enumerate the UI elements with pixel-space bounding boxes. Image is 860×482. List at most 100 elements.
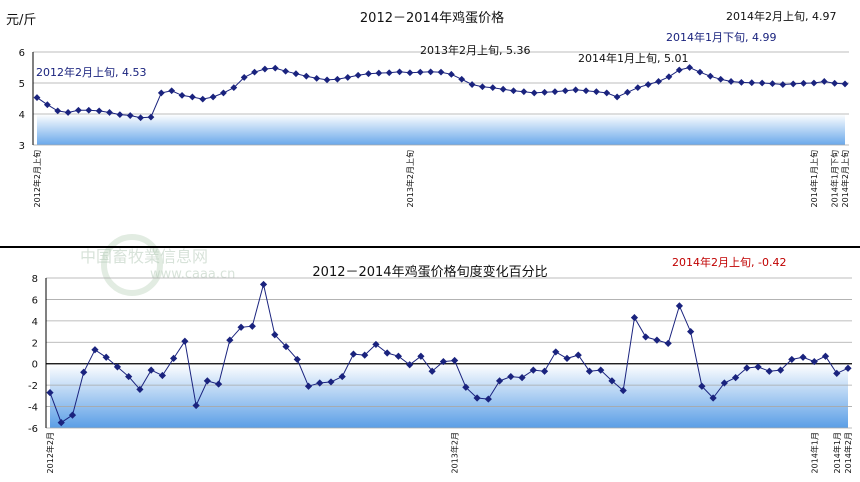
chart-0-annotation: 2012年2月上旬, 4.53 <box>36 65 146 79</box>
chart-1-point <box>102 353 110 361</box>
chart-0-point <box>686 64 694 71</box>
chart-0-point <box>178 92 186 99</box>
chart-0-point <box>137 114 144 122</box>
chart-0-point <box>510 87 517 95</box>
chart-1-point <box>675 302 684 310</box>
chart-1-point <box>709 394 717 402</box>
chart-0-point <box>344 74 352 81</box>
chart-1-point <box>642 333 650 341</box>
chart-0-point <box>624 88 631 96</box>
chart-top-ylabel: 元/斤 <box>6 13 36 28</box>
chart-0-point <box>43 101 51 109</box>
chart-1-point <box>451 356 459 365</box>
chart-0-point <box>406 69 414 77</box>
chart-1-point <box>574 351 582 359</box>
chart-1-point <box>237 323 245 331</box>
chart-1-point <box>248 322 256 330</box>
chart-1-point <box>720 379 728 387</box>
chart-1-point <box>608 377 616 385</box>
chart-0-point <box>271 64 279 72</box>
chart-0-point <box>603 89 611 97</box>
chart-1-point <box>687 327 695 336</box>
chart-0-point <box>33 94 41 101</box>
chart-1-ytick: -6 <box>28 424 38 435</box>
chart-1-point <box>698 382 706 390</box>
chart-0-point <box>209 93 217 101</box>
chart-0-point <box>458 75 466 83</box>
chart-0-point <box>810 79 818 87</box>
chart-0-ytick: 4 <box>19 110 25 121</box>
chart-0-point <box>592 88 600 96</box>
chart-1-point <box>495 377 504 385</box>
chart-1-ytick: 6 <box>32 295 38 306</box>
chart-1-band <box>50 363 848 428</box>
chart-1-point <box>125 372 133 381</box>
chart-0-point <box>292 70 300 78</box>
chart-1-point <box>754 363 762 371</box>
chart-0-point <box>385 69 393 77</box>
chart-0-point <box>157 89 165 97</box>
chart-1-point <box>147 366 155 374</box>
chart-0-point <box>613 93 621 101</box>
chart-0-point <box>675 66 683 74</box>
chart-0-point <box>665 73 673 81</box>
chart-1-point <box>271 331 279 339</box>
chart-1-point <box>113 363 122 371</box>
chart-0-point <box>126 112 134 119</box>
chart-0-point <box>706 72 714 80</box>
chart-1-point <box>214 380 223 388</box>
chart-1-point <box>181 337 189 345</box>
chart-0-point <box>416 68 424 76</box>
chart-1-xtick: 2013年2月 <box>450 432 460 473</box>
chart-1-ytick: 4 <box>32 317 38 328</box>
chart-0-point <box>188 93 196 101</box>
chart-1-point <box>338 372 346 381</box>
chart-1-point <box>619 386 627 395</box>
chart-0-point <box>427 68 435 76</box>
chart-0-point <box>85 106 93 114</box>
chart-1-point <box>57 419 65 427</box>
chart-1-point <box>226 336 234 344</box>
chart-0-point <box>396 68 403 76</box>
watermark-logo <box>101 234 163 296</box>
chart-0-point <box>769 80 776 88</box>
chart-0-xtick: 2013年2月上旬 <box>405 150 415 207</box>
chart-1-point <box>821 352 830 360</box>
chart-1-ytick: -4 <box>28 403 38 414</box>
chart-1-point <box>630 314 639 322</box>
chart-0-point <box>323 76 331 84</box>
chart-0-point <box>572 86 580 94</box>
chart-0-point <box>551 88 559 96</box>
chart-1-point <box>304 382 313 390</box>
chart-1-annotation: 2014年2月上旬, -0.42 <box>672 255 786 269</box>
chart-1-point <box>327 378 335 386</box>
chart-1-point <box>406 361 414 369</box>
chart-1-ytick: 0 <box>32 360 38 371</box>
chart-1-series-line <box>49 284 849 424</box>
chart-0-xtick: 2014年2月上旬 <box>840 150 850 207</box>
chart-0-point <box>334 75 341 83</box>
chart-0-point <box>841 80 849 88</box>
chart-bottom: 2012－2014年鸡蛋价格旬度变化百分比 -6 -4 -2 0 2 4 6 8 2012年2月… <box>28 255 853 473</box>
chart-0-point <box>251 68 258 76</box>
chart-1-point <box>799 353 807 361</box>
chart-1-ytick: 8 <box>32 274 38 285</box>
watermark: 中国畜牧業信息网 www.caaa.cn <box>80 234 235 296</box>
chart-1-point <box>462 383 470 391</box>
chart-0-annotation: 2014年1月下旬, 4.99 <box>666 30 776 44</box>
chart-0-point <box>831 79 839 87</box>
chart-0-point <box>800 79 807 87</box>
chart-0-point <box>468 81 476 88</box>
chart-1-point <box>473 394 481 402</box>
chart-0-point <box>520 88 528 96</box>
chart-0-point <box>489 84 497 92</box>
chart-top-title: 2012－2014年鸡蛋价格 <box>360 10 504 26</box>
chart-1-point <box>91 346 99 354</box>
chart-1-point <box>46 389 54 397</box>
chart-0-point <box>634 84 642 92</box>
chart-1-point <box>664 339 672 347</box>
chart-0-point <box>230 84 238 92</box>
chart-1-ytick: 2 <box>32 338 38 349</box>
chart-1-point <box>383 349 391 357</box>
chart-1-xtick: 2014年2月 <box>843 432 853 473</box>
